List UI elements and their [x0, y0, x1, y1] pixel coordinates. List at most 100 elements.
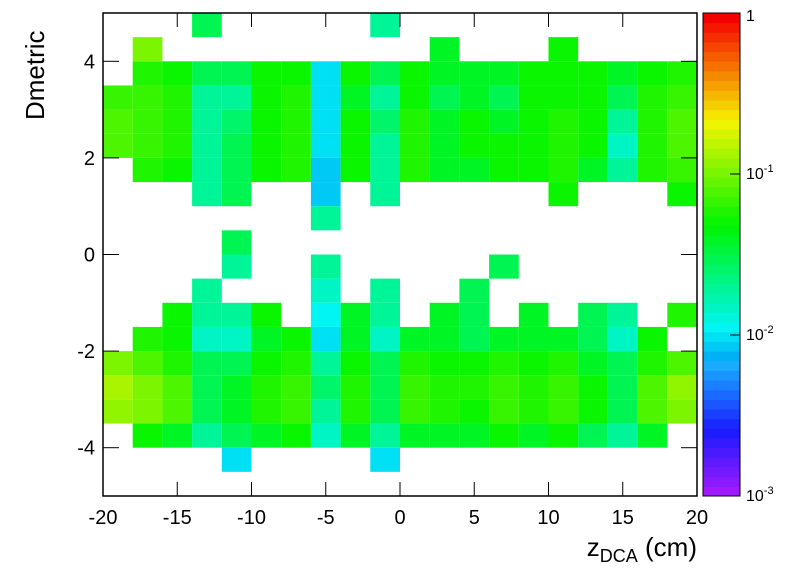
- cell: [221, 375, 252, 400]
- cell: [489, 109, 519, 134]
- cell: [370, 109, 400, 134]
- cell: [370, 182, 400, 207]
- cell: [370, 375, 400, 400]
- cell: [162, 351, 193, 376]
- cell: [221, 302, 252, 327]
- colorbar-step: [703, 380, 740, 391]
- cell: [578, 133, 608, 158]
- cell: [340, 375, 371, 400]
- cell: [607, 85, 638, 110]
- colorbar-step: [703, 196, 740, 207]
- z-tick-exponent: -1: [764, 163, 774, 175]
- cell: [429, 351, 460, 376]
- colorbar-step: [703, 486, 740, 497]
- cell: [637, 157, 668, 183]
- cell: [667, 351, 697, 376]
- cell: [251, 109, 282, 134]
- colorbar-step: [703, 235, 740, 246]
- cell: [221, 447, 252, 472]
- cell: [310, 109, 341, 134]
- cell: [459, 302, 490, 327]
- x-axis-title: zDCA (cm): [587, 532, 697, 566]
- cell: [607, 157, 638, 183]
- colorbar-step: [703, 167, 740, 178]
- cell: [281, 157, 311, 183]
- cell: [518, 326, 549, 352]
- x-tick-label: -20: [89, 507, 118, 529]
- cell: [518, 375, 549, 400]
- cell: [281, 133, 311, 158]
- cell: [489, 85, 519, 110]
- cell: [578, 302, 608, 327]
- cell: [667, 85, 697, 110]
- cell: [548, 85, 579, 110]
- colorbar-step: [703, 283, 740, 294]
- cell: [459, 375, 490, 400]
- cell: [548, 157, 579, 183]
- cell: [310, 351, 341, 376]
- cell: [370, 326, 400, 352]
- cell: [400, 423, 430, 448]
- cell: [192, 61, 222, 86]
- cell: [192, 278, 222, 303]
- cell: [637, 423, 668, 448]
- cell: [310, 157, 341, 183]
- cell: [370, 157, 400, 183]
- cell: [667, 133, 697, 158]
- cell: [221, 230, 252, 255]
- cell: [340, 326, 371, 352]
- cell: [607, 302, 638, 327]
- cell: [221, 423, 252, 448]
- y-tick-label: 4: [84, 51, 95, 73]
- cell: [162, 133, 193, 158]
- cell: [578, 375, 608, 400]
- cell: [400, 85, 430, 110]
- cell: [489, 399, 519, 424]
- cell: [518, 85, 549, 110]
- cell: [162, 61, 193, 86]
- cell: [429, 326, 460, 352]
- cell: [578, 109, 608, 134]
- cell: [578, 326, 608, 352]
- cell: [667, 109, 697, 134]
- x-tick-label: 15: [612, 507, 634, 529]
- cell: [429, 133, 460, 158]
- cell: [637, 375, 668, 400]
- colorbar-step: [703, 90, 740, 101]
- cell: [251, 326, 282, 352]
- cell: [310, 423, 341, 448]
- cell: [221, 326, 252, 352]
- colorbar-step: [703, 99, 740, 111]
- cell: [103, 399, 133, 424]
- cell: [340, 399, 371, 424]
- cell: [429, 399, 460, 424]
- cell: [192, 351, 222, 376]
- cell: [429, 37, 460, 62]
- cell: [637, 109, 668, 134]
- cell: [132, 133, 163, 158]
- cell: [103, 351, 133, 376]
- cell: [162, 326, 193, 352]
- cell: [132, 326, 163, 352]
- cell: [548, 182, 579, 207]
- colorbar-step: [703, 273, 740, 284]
- cell: [192, 13, 222, 38]
- cell: [251, 157, 282, 183]
- colorbar-step: [703, 254, 740, 265]
- cell: [132, 37, 163, 62]
- cell: [251, 375, 282, 400]
- cell: [518, 157, 549, 183]
- cell: [192, 109, 222, 134]
- cell: [340, 157, 371, 183]
- cell: [489, 133, 519, 158]
- colorbar-step: [703, 370, 740, 381]
- cell: [192, 302, 222, 327]
- x-tick-label: 10: [537, 507, 559, 529]
- cell: [518, 61, 549, 86]
- x-title-rest: (cm): [638, 532, 697, 562]
- z-tick-label: 1: [746, 8, 755, 25]
- cell: [548, 423, 579, 448]
- cell: [103, 375, 133, 400]
- cell: [518, 133, 549, 158]
- cell: [518, 109, 549, 134]
